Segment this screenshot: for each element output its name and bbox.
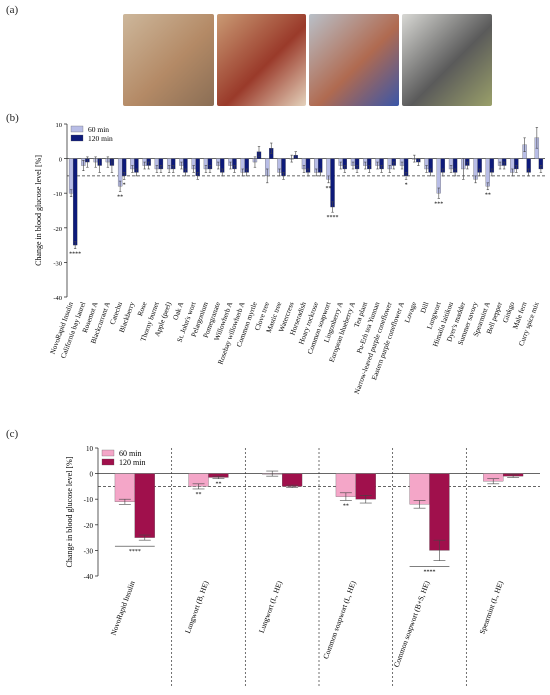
panel-label-b: (b) <box>6 112 19 124</box>
chart-c-bar-120 <box>429 473 450 551</box>
chart-c-significance-label: **** <box>129 549 141 555</box>
chart-c-legend-label-60: 60 min <box>119 449 141 458</box>
chart-b-y-label: Change in blood glucose level [%] <box>34 155 43 266</box>
chart-b-y-tick-label: -20 <box>53 226 62 233</box>
chart-c-category-label: Spearmint (L, HE) <box>477 579 505 635</box>
chart-c-category-label: Common soapwort (B+S, HE) <box>392 579 432 668</box>
chart-b-legend-label-120: 120 min <box>88 134 113 143</box>
chart-c-bar-60 <box>114 473 135 502</box>
chart-b-significance-label: * <box>405 182 408 188</box>
chart-c-legend-swatch-120 <box>101 458 115 466</box>
chart-b-bar-120 <box>330 158 335 208</box>
chart-c-significance-label: ** <box>196 492 202 498</box>
chart-b-significance-label: ** <box>485 193 491 199</box>
chart-c-bar-120 <box>282 473 303 487</box>
chart-c-legend-label-120: 120 min <box>119 458 145 467</box>
chart-b-significance-label: **** <box>69 252 81 258</box>
chart-c-y-label: Change in blood glucose level [%] <box>65 456 74 567</box>
chart-c-y-tick-label: -30 <box>84 547 94 555</box>
chart-b: 10 0 -10 -20 -30 -40 Change in blood glucose l… <box>34 122 545 395</box>
chart-b-significance-label: *** <box>434 201 443 207</box>
chart-c-significance-label: ** <box>343 503 349 509</box>
egg-injection-photo <box>123 14 214 106</box>
chart-b-significance-label: **** <box>327 215 339 221</box>
chart-c-y-tick-label: -20 <box>84 522 94 530</box>
chart-b-significance-label: * <box>123 182 126 188</box>
panel-label-a: (a) <box>6 4 19 16</box>
chart-c-bar-120 <box>134 473 155 538</box>
chart-b-y-tick-label: -10 <box>53 191 62 198</box>
chart-b-y-tick-label: -30 <box>53 260 62 267</box>
chart-c: 10 0 -10 -20 -30 -40 Change in blood glucose l… <box>65 445 540 687</box>
chart-c-legend-swatch-60 <box>101 449 115 457</box>
chart-b-bar-60 <box>68 158 74 194</box>
chart-b-bar-120 <box>72 158 78 246</box>
glucometer-photo <box>402 14 492 106</box>
chart-b-category-label: Dill <box>419 301 430 314</box>
chart-b-legend-label-60: 60 min <box>88 125 109 134</box>
chart-b-y-tick-label: 10 <box>56 122 63 129</box>
chart-c-significance-label: ** <box>215 482 221 488</box>
chart-c-y-tick-label: 0 <box>90 471 94 479</box>
opened-egg-photo <box>217 14 306 106</box>
chart-c-category-label: Lungwort (B, HE) <box>183 579 211 634</box>
chart-c-bar-60 <box>409 473 430 505</box>
chart-b-bar-60 <box>485 158 490 187</box>
chart-b-y-tick-label: 0 <box>59 157 62 164</box>
chart-c-category-label: Lungwort (L, HE) <box>257 579 284 634</box>
chart-c-y-tick-label: 10 <box>86 445 94 453</box>
chart-b-significance-label: ** <box>117 194 123 200</box>
chart-b-legend-swatch-60 <box>70 125 84 133</box>
chart-c-y-tick-label: -40 <box>84 573 94 581</box>
strip-sampling-photo <box>309 14 399 106</box>
chart-b-category-label: Rose <box>136 301 148 317</box>
chart-c-category-label: Common soapwort (L, HE) <box>321 579 358 660</box>
chart-b-legend-swatch-120 <box>70 134 84 142</box>
chart-c-y-tick-label: -10 <box>84 496 94 504</box>
panel-label-c: (c) <box>6 428 19 440</box>
chart-b-significance-label: ** <box>325 186 331 192</box>
chart-b-y-tick-label: -40 <box>53 295 62 302</box>
chart-c-category-label: NovoRapid Insulin <box>109 579 137 636</box>
chart-c-significance-label: **** <box>424 570 436 576</box>
